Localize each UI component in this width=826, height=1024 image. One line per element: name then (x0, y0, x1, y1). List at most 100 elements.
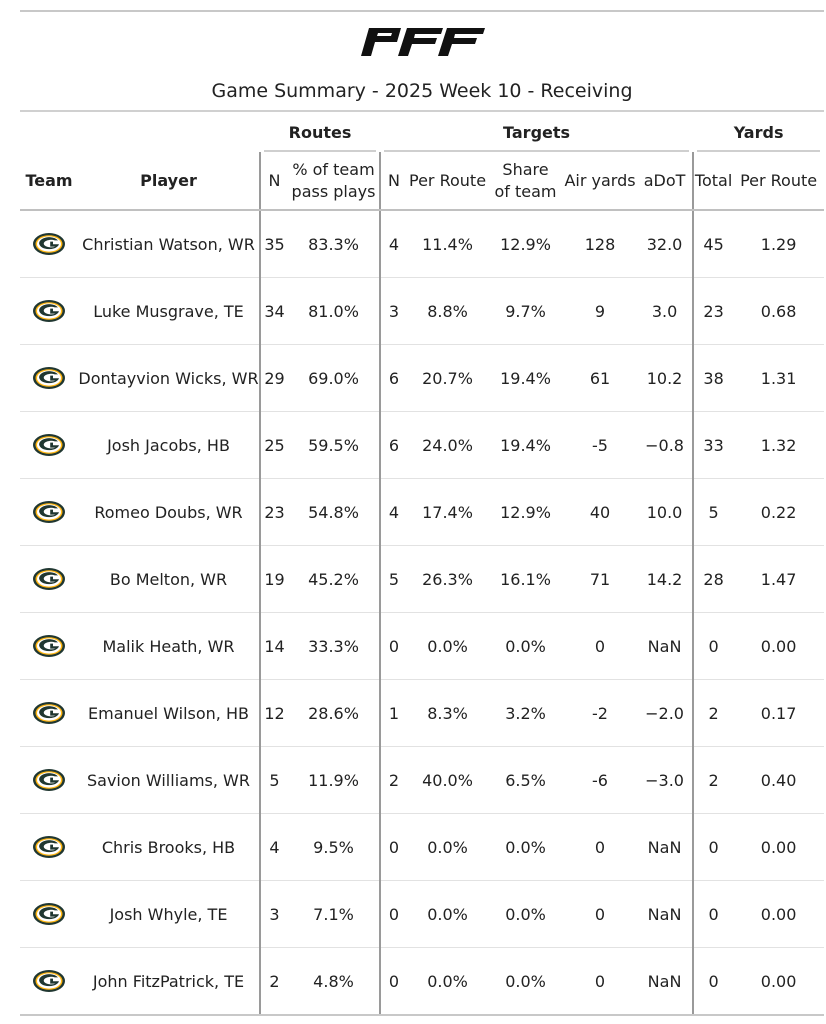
team-cell (20, 545, 78, 613)
col-routes-pct-line2: pass plays (291, 181, 376, 201)
player-cell: Romeo Doubs, WR (78, 478, 260, 546)
table-row: Christian Watson, WR 35 83.3% 4 11.4% 12.9% 12… (20, 210, 825, 278)
yards-total-cell: 5 (692, 478, 734, 546)
player-cell: Savion Williams, WR (78, 746, 260, 814)
targets-n-cell: 3 (379, 277, 408, 345)
adot-cell: −3.0 (637, 746, 694, 814)
col-yards-per-route: Per Route (733, 152, 825, 211)
air-yards-cell: -2 (563, 679, 638, 747)
col-routes-pct-line1: % of team (292, 159, 375, 179)
group-routes-label: Routes (288, 122, 352, 142)
targets-n-cell: 6 (379, 411, 408, 479)
packers-logo-icon (32, 768, 66, 792)
targets-share-cell: 3.2% (488, 679, 564, 747)
table-row: Savion Williams, WR 5 11.9% 2 40.0% 6.5% -6 −3.… (20, 746, 825, 814)
air-yards-cell: -6 (563, 746, 638, 814)
yards-per-route-cell: 0.00 (733, 880, 825, 948)
targets-per-route-cell: 26.3% (407, 545, 489, 613)
targets-n-cell: 0 (379, 813, 408, 881)
column-header-row: Team Player N % of team pass plays N Per… (20, 152, 825, 211)
team-cell (20, 880, 78, 948)
packers-logo-icon (32, 835, 66, 859)
routes-pct-cell: 28.6% (288, 679, 381, 747)
targets-n-cell: 0 (379, 880, 408, 948)
packers-logo-icon (32, 433, 66, 457)
yards-total-cell: 2 (692, 679, 734, 747)
team-cell (20, 947, 78, 1016)
yards-total-cell: 0 (692, 880, 734, 948)
team-cell (20, 746, 78, 814)
col-adot: aDoT (637, 152, 694, 211)
routes-n-cell: 12 (259, 679, 288, 747)
yards-per-route-cell: 0.40 (733, 746, 825, 814)
targets-per-route-cell: 20.7% (407, 344, 489, 412)
col-team: Team (20, 152, 78, 211)
packers-logo-icon (32, 299, 66, 323)
player-cell: Josh Whyle, TE (78, 880, 260, 948)
table-row: Chris Brooks, HB 4 9.5% 0 0.0% 0.0% 0 NaN 0 0.00 (20, 813, 825, 881)
col-targets-per-route: Per Route (407, 152, 489, 211)
team-cell (20, 277, 78, 345)
packers-logo-icon (32, 902, 66, 926)
table-row: Josh Jacobs, HB 25 59.5% 6 24.0% 19.4% -5 −0.8 3… (20, 411, 825, 479)
routes-pct-cell: 83.3% (288, 210, 381, 278)
targets-share-cell: 12.9% (488, 478, 564, 546)
group-routes: Routes (260, 110, 381, 152)
adot-cell: 3.0 (637, 277, 694, 345)
routes-n-cell: 19 (259, 545, 288, 613)
packers-logo-icon (32, 232, 66, 256)
player-cell: Bo Melton, WR (78, 545, 260, 613)
table-row: Romeo Doubs, WR 23 54.8% 4 17.4% 12.9% 40 10.0 5… (20, 478, 825, 546)
targets-per-route-cell: 17.4% (407, 478, 489, 546)
table-body: Christian Watson, WR 35 83.3% 4 11.4% 12.9% 12… (20, 210, 825, 1016)
group-header-row: Routes Targets Yards (20, 110, 825, 152)
targets-per-route-cell: 8.3% (407, 679, 489, 747)
pff-logo (361, 28, 485, 56)
player-cell: Dontayvion Wicks, WR (78, 344, 260, 412)
yards-total-cell: 23 (692, 277, 734, 345)
packers-logo-icon (32, 500, 66, 524)
adot-cell: 32.0 (637, 210, 694, 278)
air-yards-cell: 0 (563, 813, 638, 881)
player-cell: Malik Heath, WR (78, 612, 260, 680)
targets-n-cell: 0 (379, 947, 408, 1016)
targets-per-route-cell: 0.0% (407, 880, 489, 948)
receiving-table: Routes Targets Yards Team Player N % of … (20, 110, 825, 1016)
routes-pct-cell: 4.8% (288, 947, 381, 1016)
targets-per-route-cell: 11.4% (407, 210, 489, 278)
col-targets-share-line1: Share (502, 159, 549, 179)
targets-n-cell: 4 (379, 478, 408, 546)
yards-total-cell: 0 (692, 612, 734, 680)
group-yards: Yards (693, 110, 825, 152)
yards-total-cell: 0 (692, 947, 734, 1016)
targets-share-cell: 16.1% (488, 545, 564, 613)
targets-per-route-cell: 0.0% (407, 813, 489, 881)
packers-logo-icon (32, 969, 66, 993)
routes-n-cell: 23 (259, 478, 288, 546)
air-yards-cell: 0 (563, 880, 638, 948)
targets-n-cell: 1 (379, 679, 408, 747)
player-cell: Josh Jacobs, HB (78, 411, 260, 479)
yards-total-cell: 45 (692, 210, 734, 278)
yards-per-route-cell: 1.29 (733, 210, 825, 278)
team-cell (20, 813, 78, 881)
targets-share-cell: 0.0% (488, 813, 564, 881)
yards-total-cell: 38 (692, 344, 734, 412)
team-cell (20, 210, 78, 278)
routes-n-cell: 4 (259, 813, 288, 881)
targets-n-cell: 5 (379, 545, 408, 613)
air-yards-cell: 0 (563, 947, 638, 1016)
top-divider (20, 10, 824, 12)
page-title: Game Summary - 2025 Week 10 - Receiving (211, 80, 633, 102)
yards-total-cell: 2 (692, 746, 734, 814)
routes-pct-cell: 59.5% (288, 411, 381, 479)
yards-per-route-cell: 1.31 (733, 344, 825, 412)
team-cell (20, 478, 78, 546)
adot-cell: NaN (637, 813, 694, 881)
col-targets-share: Share of team (488, 152, 564, 211)
yards-per-route-cell: 0.68 (733, 277, 825, 345)
routes-pct-cell: 45.2% (288, 545, 381, 613)
group-spacer (20, 110, 260, 152)
table-row: Bo Melton, WR 19 45.2% 5 26.3% 16.1% 71 14.2 28 1… (20, 545, 825, 613)
